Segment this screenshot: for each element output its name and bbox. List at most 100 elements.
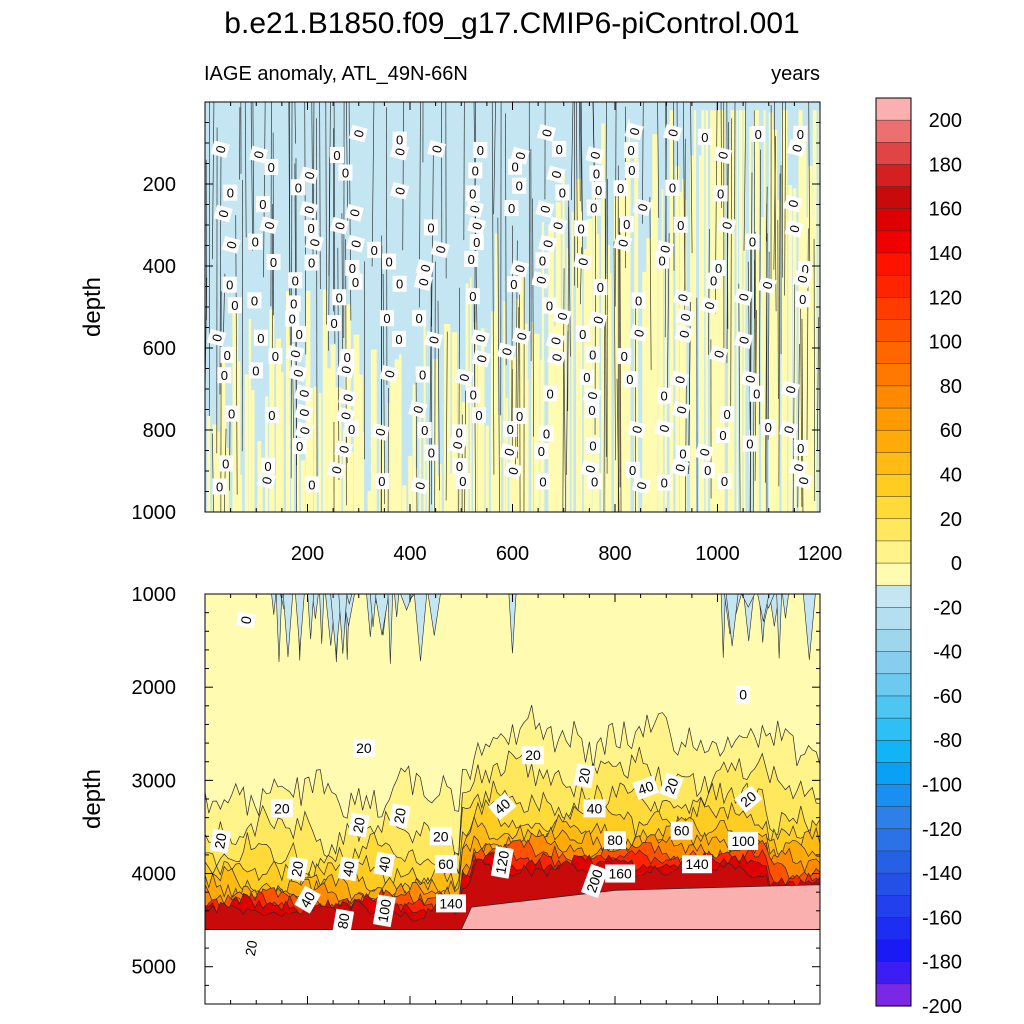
positive-streak	[681, 179, 685, 512]
contour-label: 0	[340, 348, 355, 365]
positive-streak	[287, 423, 290, 512]
contour-label: 0	[717, 216, 737, 235]
contour-label-text: 0	[673, 405, 689, 416]
contour-label: 20	[286, 856, 309, 882]
positive-streak	[259, 465, 263, 512]
positive-streak	[412, 384, 416, 512]
contour-label-bg	[465, 288, 480, 305]
positive-streak	[721, 110, 724, 512]
contour-label: 0	[248, 145, 268, 164]
contour-label: 120	[490, 846, 514, 879]
contour-label-text: 0	[679, 446, 686, 461]
contour-label: 0	[552, 140, 567, 157]
contour-label-bg	[373, 851, 396, 877]
contour-label-text: 0	[516, 409, 523, 424]
contour-label: 200	[580, 863, 609, 899]
contour-label-text: 0	[417, 263, 433, 274]
contour-label-bg	[757, 276, 777, 295]
positive-streak	[485, 425, 489, 512]
contour-label: 0	[294, 403, 314, 422]
y-tick-label: 1000	[132, 502, 177, 524]
contour-line	[445, 331, 448, 501]
contour-label: 0	[499, 443, 519, 461]
contour-label: 80	[332, 908, 355, 934]
contour-label-bg	[408, 400, 428, 419]
contour-label-bg	[542, 297, 557, 314]
contour-label-text: 0	[340, 392, 356, 403]
contour-label-text: 0	[257, 331, 264, 346]
contour-line	[235, 215, 238, 495]
contour-label-text: 0	[582, 464, 598, 475]
contour-label-bg	[382, 253, 397, 270]
contour-label-text: 0	[396, 133, 403, 148]
contour-label-text: 0	[349, 261, 356, 276]
contour-label: 0	[447, 436, 467, 455]
contour-label-bg	[423, 219, 438, 236]
contour-label: 0	[210, 140, 230, 159]
contour-label-text: 0	[628, 163, 635, 178]
x-tick-label: 200	[291, 543, 324, 565]
contour-label: 0	[793, 471, 813, 490]
positive-streak	[775, 200, 780, 512]
contour-label-bg	[749, 385, 764, 402]
positive-streak	[698, 155, 704, 512]
contour-label-text: 0	[333, 148, 340, 163]
contour-label-text: 200	[583, 867, 606, 895]
contour-label-text: 0	[629, 463, 636, 478]
contour-label-bg	[675, 445, 690, 462]
contour-label: 0	[392, 330, 407, 347]
contour-label-text: 0	[510, 277, 517, 292]
contour-line	[570, 102, 574, 201]
contour-label-text: 0	[597, 280, 604, 295]
contour-label-text: 0	[701, 300, 717, 311]
contour-label: 0	[674, 325, 694, 343]
positive-streak	[664, 251, 667, 512]
positive-streak	[432, 359, 438, 512]
contour-label-bg	[452, 424, 467, 441]
positive-streak	[285, 291, 290, 512]
contour-label: 0	[336, 406, 356, 425]
colorbar-swatch	[875, 119, 912, 143]
positive-streak	[426, 444, 429, 512]
negative-spike	[782, 594, 789, 619]
contour-label: 0	[795, 291, 810, 308]
contour-label-text: 60	[438, 856, 454, 872]
colorbar-swatch	[875, 363, 912, 387]
contour-label-bg	[593, 279, 608, 296]
contour-label: 0	[304, 233, 324, 252]
colorbar-swatch	[875, 629, 912, 653]
contour-label: 0	[539, 425, 554, 442]
contour-label-bg	[792, 270, 812, 288]
contour-line	[505, 113, 507, 366]
contour-label: 0	[454, 368, 474, 387]
contour-label-bg	[392, 275, 407, 292]
positive-streak	[550, 326, 557, 512]
contour-label-text: 0	[467, 204, 483, 215]
contour-label: 0	[579, 369, 594, 386]
contour-line	[371, 102, 375, 267]
contour-label: 0	[582, 386, 602, 405]
positive-streak	[625, 147, 631, 512]
contour-label-text: 0	[634, 480, 650, 491]
contour-label-bg	[329, 216, 350, 235]
colorbar-swatch	[875, 828, 912, 852]
contour-label-bg	[326, 461, 346, 479]
contour-label-text: 0	[711, 349, 727, 360]
contour-label-text: 0	[736, 335, 752, 346]
colorbar-swatch	[875, 961, 912, 985]
contour-label: 0	[742, 435, 757, 452]
contour-label-bg	[336, 406, 356, 425]
contour-label-bg	[589, 165, 604, 182]
contour-label: 0	[389, 142, 410, 161]
contour-label-text: 0	[338, 364, 354, 375]
negative-spike	[720, 594, 726, 658]
colorbar-label: 180	[929, 154, 962, 176]
contour-label-bg	[452, 458, 467, 475]
contour-label: 0	[675, 308, 695, 327]
contour-label-text: 0	[296, 407, 312, 418]
contour-line	[754, 231, 757, 384]
contour-label: 0	[711, 259, 726, 276]
contour-label-text: 0	[348, 238, 364, 249]
contour-label: 0	[715, 426, 730, 443]
